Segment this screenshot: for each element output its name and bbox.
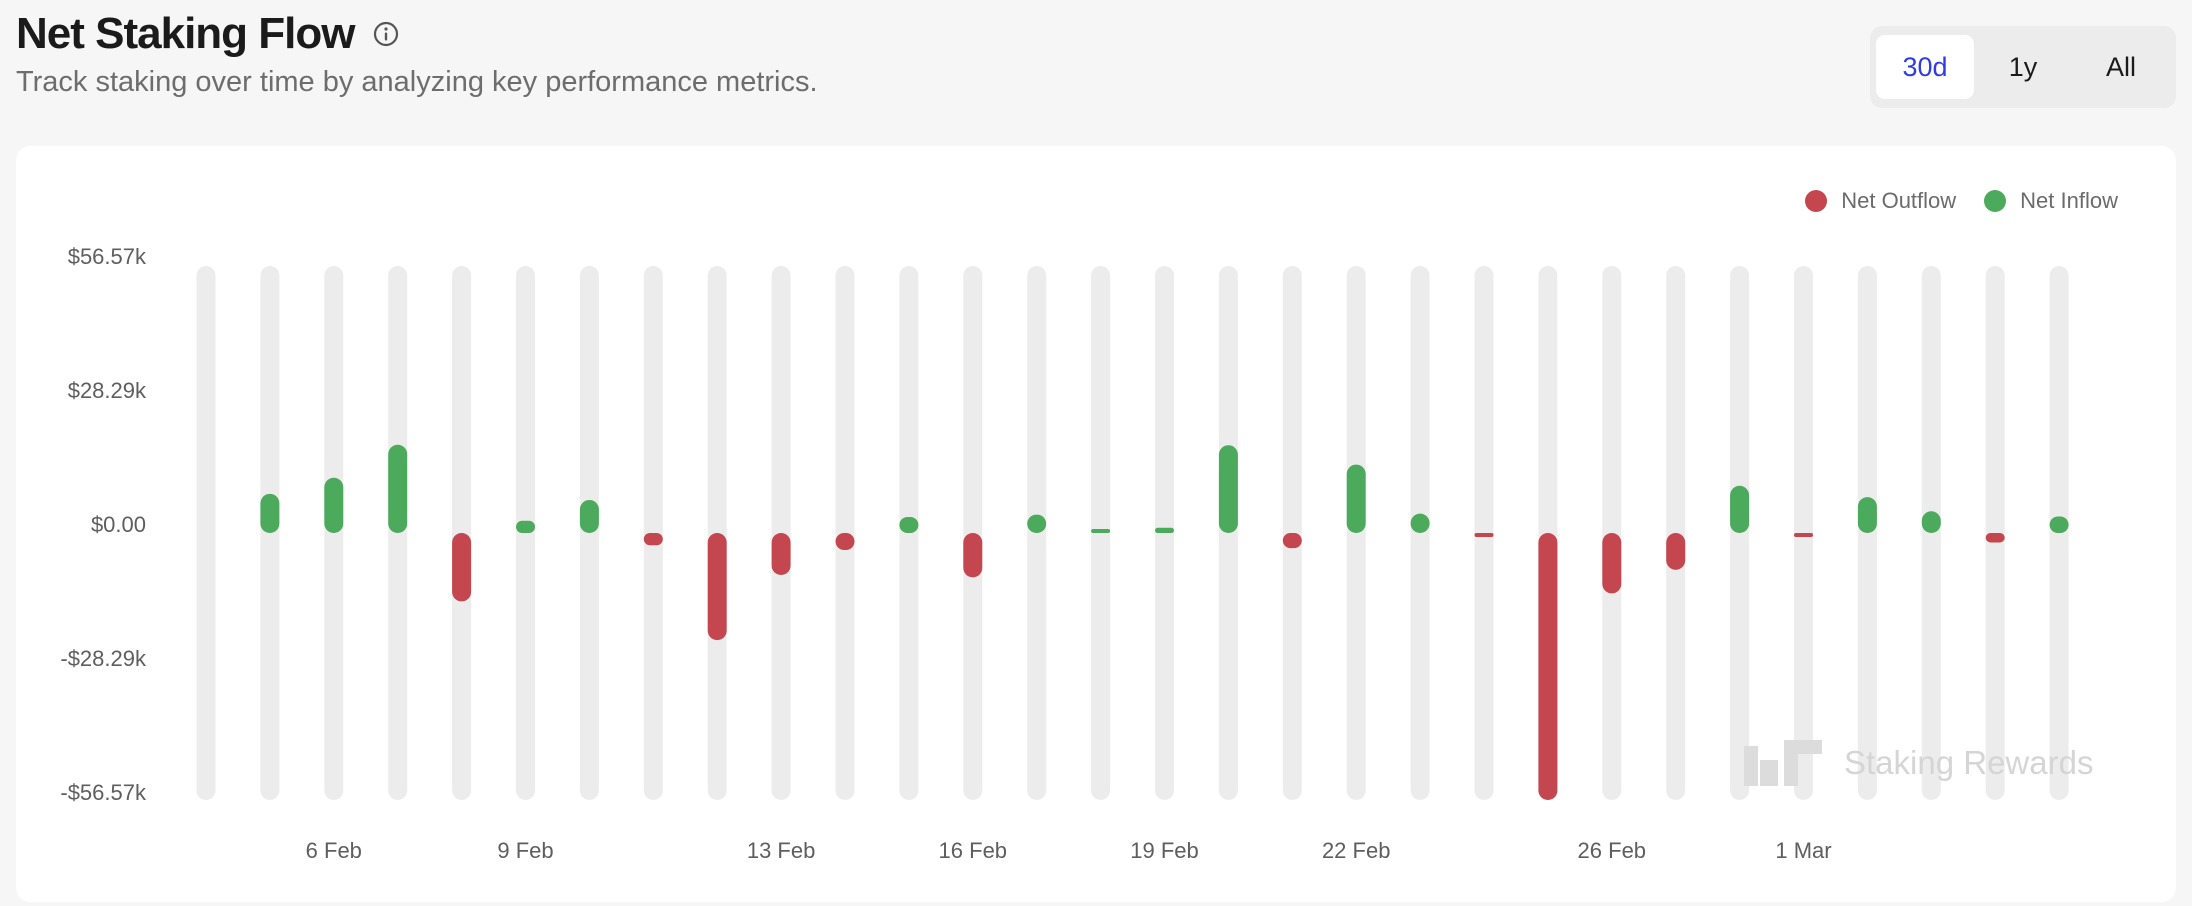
x-tick-label: 16 Feb xyxy=(938,838,1008,863)
bar-track xyxy=(196,266,216,800)
outflow-bar[interactable] xyxy=(1602,533,1622,594)
x-tick-label: 13 Feb xyxy=(746,838,816,863)
legend-item-outflow[interactable]: Net Outflow xyxy=(1805,188,1956,214)
page-subtitle: Track staking over time by analyzing key… xyxy=(16,66,818,98)
outflow-bar[interactable] xyxy=(707,533,727,641)
inflow-bar[interactable] xyxy=(516,520,535,533)
watermark-text: Staking Rewards xyxy=(1844,744,2094,781)
title-row: Net Staking Flow xyxy=(16,6,2176,62)
inflow-bar[interactable] xyxy=(1218,445,1238,533)
inflow-bar[interactable] xyxy=(1857,497,1877,533)
staking-rewards-logo-icon xyxy=(1744,740,1822,786)
inflow-bar[interactable] xyxy=(1091,529,1111,533)
chart-card: Net Outflow Net Inflow $56.57k $28.29k $… xyxy=(16,146,2176,902)
outflow-bar[interactable] xyxy=(1794,533,1813,537)
outflow-bar[interactable] xyxy=(1985,533,2005,543)
x-tick-label: 19 Feb xyxy=(1130,838,1199,863)
inflow-bar[interactable] xyxy=(1155,527,1174,533)
x-tick-label: 6 Feb xyxy=(305,838,362,863)
header: Net Staking Flow Track staking over time… xyxy=(16,6,2176,108)
y-tick-label: $28.29k xyxy=(67,378,146,403)
x-tick-label: 22 Feb xyxy=(1321,838,1391,863)
x-tick-label: 1 Mar xyxy=(1775,838,1832,863)
inflow-bar[interactable] xyxy=(260,493,280,533)
info-circle-icon[interactable] xyxy=(372,20,400,48)
inflow-bar[interactable] xyxy=(2049,516,2069,533)
range-button-1y[interactable]: 1y xyxy=(2008,51,2038,82)
chart-legend: Net Outflow Net Inflow xyxy=(1777,188,2118,214)
inflow-bar[interactable] xyxy=(1410,513,1430,533)
inflow-bar[interactable] xyxy=(388,444,408,533)
outflow-bar[interactable] xyxy=(1282,533,1302,549)
inflow-bar[interactable] xyxy=(1346,464,1366,533)
inflow-bar[interactable] xyxy=(324,477,344,533)
x-tick-label: 26 Feb xyxy=(1577,838,1647,863)
y-tick-label: -$56.57k xyxy=(60,780,146,805)
outflow-bar[interactable] xyxy=(1474,533,1494,537)
chart-plot xyxy=(196,266,2069,800)
inflow-bar[interactable] xyxy=(1730,485,1750,533)
legend-dot-inflow xyxy=(1984,190,2007,212)
outflow-bar[interactable] xyxy=(771,533,791,576)
inflow-bar[interactable] xyxy=(579,499,599,533)
y-tick-label: $56.57k xyxy=(67,244,146,269)
legend-item-inflow[interactable]: Net Inflow xyxy=(1984,188,2118,214)
x-tick-label: 9 Feb xyxy=(497,838,554,863)
inflow-bar[interactable] xyxy=(1027,514,1047,533)
legend-dot-outflow xyxy=(1805,190,1828,212)
outflow-bar[interactable] xyxy=(452,533,472,602)
outflow-bar[interactable] xyxy=(1666,533,1686,570)
outflow-bar[interactable] xyxy=(643,533,663,546)
outflow-bar[interactable] xyxy=(963,533,983,578)
page-title: Net Staking Flow xyxy=(16,9,355,58)
time-range-selector: 30d 1y All xyxy=(1870,26,2176,108)
y-tick-label: -$28.29k xyxy=(60,646,146,671)
range-button-30d[interactable]: 30d xyxy=(1876,35,1974,99)
watermark: Staking Rewards xyxy=(1744,740,2093,786)
y-tick-label: $0.00 xyxy=(90,512,146,537)
legend-label-inflow: Net Inflow xyxy=(2020,188,2118,213)
range-button-all[interactable]: All xyxy=(2105,51,2136,82)
outflow-bar[interactable] xyxy=(1538,533,1558,800)
legend-label-outflow: Net Outflow xyxy=(1841,188,1957,213)
inflow-bar[interactable] xyxy=(1921,511,1941,533)
outflow-bar[interactable] xyxy=(835,533,855,550)
inflow-bar[interactable] xyxy=(899,516,919,533)
